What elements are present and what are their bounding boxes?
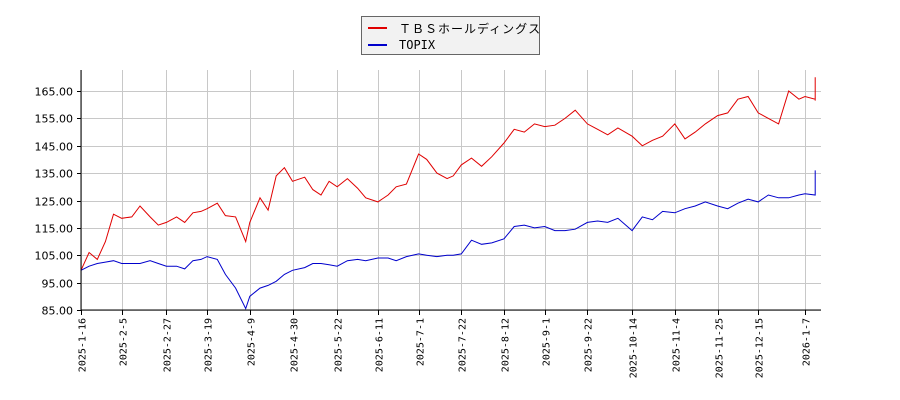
grid-lines: [81, 70, 821, 311]
y-tick-label: 85.00: [42, 305, 74, 318]
y-tick-label: 155.00: [35, 113, 74, 126]
x-tick-label: 2025-7-1: [416, 318, 427, 366]
x-tick-label: 2025-10-14: [629, 318, 640, 378]
x-tick-label: 2025-8-12: [501, 318, 512, 372]
y-tick-label: 95.00: [42, 278, 74, 291]
x-tick-label: 2025-4-30: [290, 318, 301, 372]
y-tick-label: 115.00: [35, 223, 74, 236]
y-tick-label: 105.00: [35, 250, 74, 263]
legend-swatch-red: [368, 27, 387, 29]
axes: [80, 70, 821, 311]
x-tick-label: 2025-5-22: [334, 318, 345, 372]
series-lines: [80, 77, 816, 310]
legend-swatch-blue: [368, 44, 387, 46]
x-tick-label: 2026-1-7: [802, 318, 813, 366]
x-tick-label: 2025-11-4: [672, 318, 683, 372]
x-tick-label: 2025-2-27: [163, 318, 174, 372]
x-tick-label: 2025-2-5: [119, 318, 130, 366]
x-tick-label: 2025-4-9: [247, 318, 258, 366]
legend-label-topix: TOPIX: [399, 38, 436, 52]
legend-item-topix: TOPIX: [368, 37, 435, 53]
x-tick-label: 2025-11-25: [715, 318, 726, 378]
legend-label-tbs: ＴＢＳホールディングス: [399, 21, 542, 36]
x-tick-label: 2025-3-19: [204, 318, 215, 372]
y-tick-label: 135.00: [35, 168, 74, 181]
x-tick-label: 2025-1-16: [78, 318, 89, 372]
x-tick-label: 2025-12-15: [755, 318, 766, 378]
y-tick-label: 165.00: [35, 86, 74, 99]
x-tick-label: 2025-6-11: [375, 318, 386, 372]
x-tick-label: 2025-7-22: [458, 318, 469, 372]
y-tick-label: 125.00: [35, 196, 74, 209]
x-axis-ticks: 2025-1-16 2025-2-5 2025-2-27 2025-3-19 2025-…: [78, 310, 813, 378]
tbs-series-line: [80, 77, 816, 271]
x-tick-label: 2025-9-1: [542, 318, 553, 366]
x-tick-label: 2025-9-22: [584, 318, 595, 372]
y-tick-label: 145.00: [35, 141, 74, 154]
y-axis-ticks: 85.00 95.00 105.00 115.00 125.00 135.00 145.00…: [35, 86, 81, 318]
topix-series-line: [80, 170, 816, 310]
legend-item-tbs: ＴＢＳホールディングス: [368, 20, 541, 36]
chart-legend: ＴＢＳホールディングス TOPIX: [361, 16, 540, 55]
